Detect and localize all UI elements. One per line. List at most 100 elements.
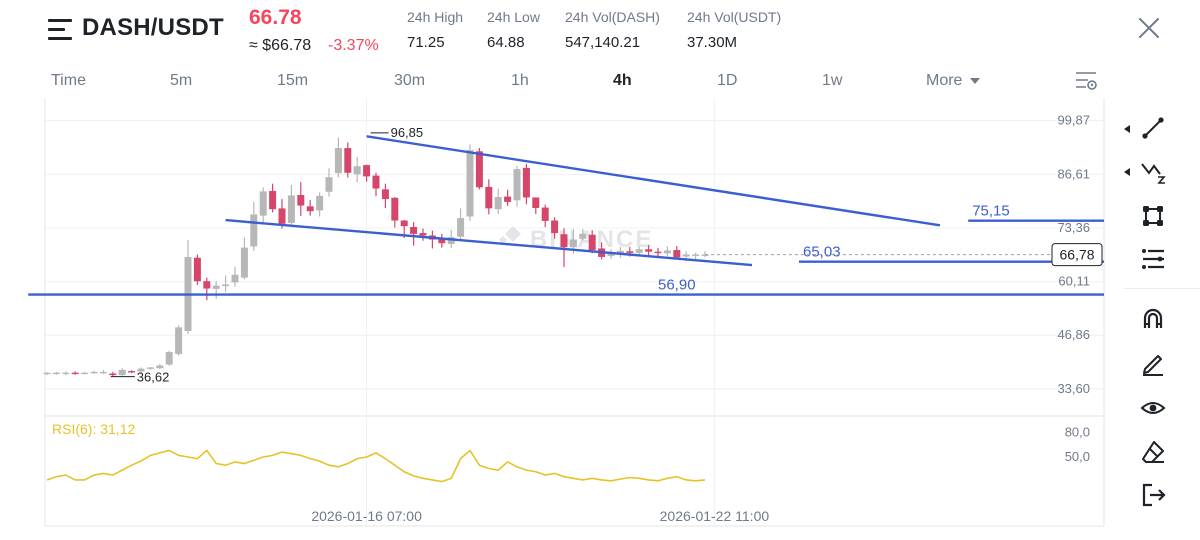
tab-time[interactable]: Time <box>51 72 86 89</box>
candle-body <box>626 251 634 253</box>
line-tool-icon[interactable] <box>1140 115 1166 141</box>
caret-left-icon[interactable] <box>1124 168 1130 176</box>
tab-15m[interactable]: 15m <box>277 72 309 89</box>
time-axis-label: 2026-01-22 11:00 <box>660 508 770 524</box>
rsi-axis-label: 50,0 <box>1065 449 1090 464</box>
candle-body <box>616 250 624 254</box>
candle-body <box>654 251 662 254</box>
candle-body <box>504 196 512 202</box>
watermark-logo <box>499 226 521 244</box>
candle-body <box>410 226 418 234</box>
level-label: 75,15 <box>972 203 1010 220</box>
price-axis-label: 60,11 <box>1058 274 1090 289</box>
candle-body <box>118 369 126 376</box>
candle-body <box>372 175 380 189</box>
stat-24h-vol-base: 24h Vol(DASH) 547,140.21 <box>565 9 660 51</box>
candle-body <box>109 373 117 376</box>
candle-body <box>43 372 51 375</box>
tab-1w[interactable]: 1w <box>822 72 843 89</box>
candle-body <box>692 254 700 256</box>
exit-icon[interactable] <box>1140 482 1166 508</box>
price-chart[interactable]: BINANCE99,8786,6173,3660,1146,8633,6080,… <box>0 98 1112 540</box>
level-label: 65,03 <box>803 244 841 261</box>
eraser-icon[interactable] <box>1140 439 1166 465</box>
candle-body <box>325 177 333 192</box>
candle-body <box>485 186 493 209</box>
stat-24h-high: 24h High 71.25 <box>407 9 463 51</box>
chart-settings-icon[interactable] <box>1074 70 1098 92</box>
candle-body <box>551 220 559 234</box>
trend-tool-icon[interactable] <box>1140 158 1166 184</box>
candle-body <box>259 191 267 216</box>
low-marker-label: 36,62 <box>137 370 170 385</box>
pair-title[interactable]: DASH/USDT <box>82 14 224 41</box>
last-price: 66.78 <box>249 6 302 29</box>
price-change-percent: -3.37% <box>328 37 379 54</box>
tab-more-label: More <box>926 72 963 89</box>
level-label: 56,90 <box>658 277 696 294</box>
caret-left-icon[interactable] <box>1124 125 1130 133</box>
candle-body <box>128 371 136 373</box>
candle-body <box>165 352 173 365</box>
eye-icon[interactable] <box>1140 395 1166 421</box>
candle-body <box>250 214 258 247</box>
candle-body <box>297 195 305 206</box>
candle-body <box>588 234 596 251</box>
fib-tool-icon[interactable] <box>1140 246 1166 272</box>
candle-body <box>222 284 230 287</box>
candle-body <box>522 167 530 198</box>
candle-body <box>137 368 145 372</box>
candle-body <box>682 254 690 257</box>
candle-body <box>193 257 201 282</box>
tab-1d[interactable]: 1D <box>717 72 738 89</box>
close-icon[interactable] <box>1138 17 1160 39</box>
candle-body <box>212 285 220 289</box>
stat-value: 64.88 <box>487 34 525 51</box>
pencil-icon[interactable] <box>1140 350 1166 376</box>
price-axis-label: 73,36 <box>1057 220 1090 235</box>
price-axis-label: 86,61 <box>1057 166 1090 181</box>
candle-body <box>560 234 568 248</box>
candle-body <box>466 150 474 217</box>
candle-body <box>645 249 653 252</box>
magnet-icon[interactable] <box>1140 306 1166 332</box>
candle-body <box>457 218 465 237</box>
candle-body <box>673 250 681 258</box>
candle-body <box>363 165 371 177</box>
stat-value: 37.30M <box>687 34 738 51</box>
price-axis-label: 46,86 <box>1057 327 1090 342</box>
caret-down-icon <box>969 77 980 84</box>
tab-1h[interactable]: 1h <box>511 72 529 89</box>
candle-body <box>240 247 248 278</box>
candle-body <box>146 367 154 369</box>
tab-4h[interactable]: 4h <box>613 72 632 89</box>
candle-body <box>701 254 709 256</box>
tab-30m[interactable]: 30m <box>394 72 426 89</box>
candle-body <box>231 274 239 283</box>
price-axis-label: 99,87 <box>1057 113 1090 128</box>
candle-body <box>419 233 427 236</box>
candle-body <box>607 254 615 257</box>
high-marker-label: 96,85 <box>391 125 424 140</box>
candle-body <box>278 208 286 224</box>
candle-body <box>663 250 671 254</box>
stat-value: 547,140.21 <box>565 34 641 51</box>
tab-more[interactable]: More <box>926 72 980 90</box>
current-price-tag-label: 66,78 <box>1059 247 1094 263</box>
stat-label: 24h High <box>407 9 464 25</box>
candle-body <box>52 372 60 375</box>
candle-body <box>344 148 352 173</box>
candle-body <box>475 151 483 188</box>
menu-icon[interactable] <box>48 19 72 41</box>
candle-body <box>287 195 295 223</box>
trendline <box>225 218 753 267</box>
stat-24h-low: 24h Low 64.88 <box>487 9 540 51</box>
tab-5m[interactable]: 5m <box>170 72 193 89</box>
candle-body <box>71 372 79 375</box>
rsi-axis-label: 80,0 <box>1065 424 1090 439</box>
candle-body <box>400 220 408 227</box>
shape-tool-icon[interactable] <box>1140 203 1166 229</box>
price-axis-label: 33,60 <box>1057 381 1090 396</box>
drawing-toolbar <box>1124 98 1200 540</box>
stat-value: 71.25 <box>407 34 445 51</box>
